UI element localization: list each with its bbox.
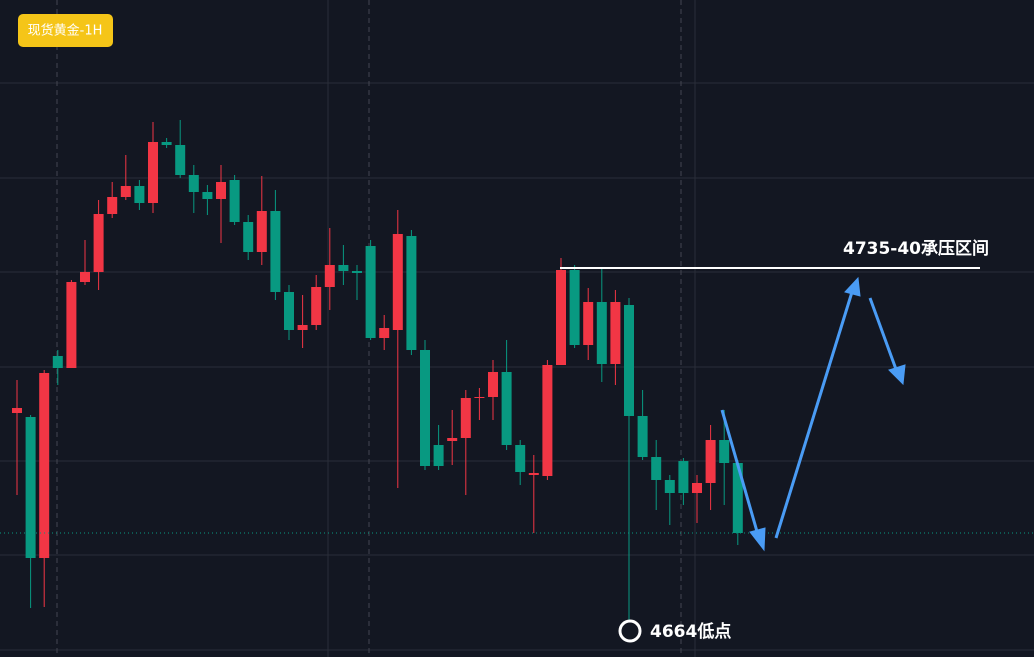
candle-body (379, 328, 390, 338)
candle-body (39, 373, 50, 558)
candle-body (365, 246, 376, 338)
candle-body (25, 417, 36, 558)
candle-body (515, 445, 526, 472)
low-label: 4664低点 (650, 621, 731, 642)
candle-body (651, 457, 662, 480)
candle-body (624, 305, 634, 416)
candle-body (501, 372, 512, 445)
candle-body (161, 142, 172, 145)
arrows (720, 276, 906, 552)
candle-body (488, 372, 498, 397)
candle-body (188, 175, 199, 192)
candle-body (556, 270, 566, 365)
candle-body (692, 483, 702, 493)
candle-body (569, 270, 580, 345)
candle-body (12, 408, 22, 413)
candle-body (202, 192, 213, 199)
candle-body (392, 234, 403, 330)
candle-body (583, 302, 594, 345)
symbol-badge (18, 14, 113, 47)
candle-body (460, 398, 471, 438)
candle-body (229, 180, 240, 222)
candle-body (732, 463, 743, 533)
low-marker (618, 619, 642, 643)
candle-body (352, 271, 362, 273)
resistance-label: 4735-40承压区间 (843, 238, 989, 259)
candle-body (678, 461, 689, 493)
candle-body (66, 282, 77, 368)
candle-body (243, 222, 254, 252)
candle-body (324, 265, 335, 287)
candle-body (338, 265, 349, 271)
candle-body (474, 397, 485, 398)
candle-body (610, 302, 621, 364)
candle-body (664, 480, 675, 493)
candle-body (542, 365, 553, 476)
candle-body (284, 292, 294, 330)
candle-body (52, 356, 63, 368)
candle-body (148, 142, 158, 203)
candle-body (270, 211, 281, 292)
candle-body (433, 445, 444, 466)
candle-body (406, 236, 417, 350)
candles (0, 120, 1034, 620)
candle-body (256, 211, 267, 252)
candle-body (175, 145, 186, 175)
candle-body (120, 186, 131, 197)
candle-body (216, 182, 226, 199)
candle-body (705, 440, 716, 483)
candle-body (528, 473, 539, 475)
candle-body (420, 350, 430, 466)
candle-body (447, 438, 458, 441)
candle-body (134, 186, 145, 203)
candle-body (719, 440, 730, 463)
candle-body (311, 287, 322, 325)
candle-body (93, 214, 104, 272)
candle-body (596, 302, 607, 364)
symbol-label: 现货黄金-1H (28, 23, 103, 39)
candle-body (297, 325, 308, 330)
candle-body (637, 416, 648, 457)
candle-body (80, 272, 90, 282)
candle-body (107, 197, 118, 214)
